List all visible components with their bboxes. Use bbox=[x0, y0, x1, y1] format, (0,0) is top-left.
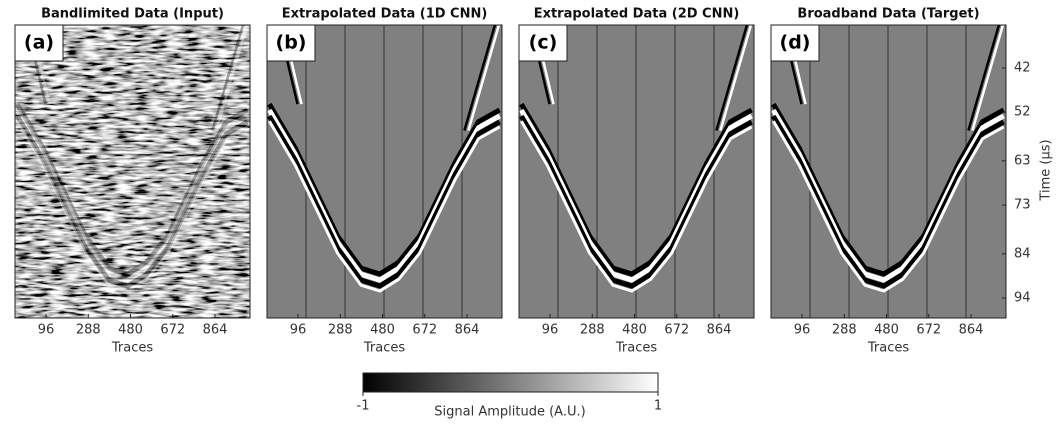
x-tick-label: 480 bbox=[118, 323, 143, 338]
event bbox=[15, 102, 249, 277]
direct-wave bbox=[463, 25, 497, 131]
event bbox=[16, 120, 249, 293]
x-tick-label: 288 bbox=[580, 323, 605, 338]
event bbox=[267, 114, 501, 289]
event bbox=[771, 108, 1005, 283]
x-tick-label: 288 bbox=[76, 323, 101, 338]
x-axis-label: Traces bbox=[867, 341, 909, 356]
panel-label-box bbox=[266, 24, 316, 62]
panel-label-box bbox=[770, 24, 820, 62]
panel-image bbox=[519, 25, 754, 318]
x-tick-label: 672 bbox=[916, 323, 941, 338]
x-tick-label: 864 bbox=[455, 323, 480, 338]
direct-wave bbox=[971, 25, 1005, 131]
x-axis-label: Traces bbox=[111, 341, 153, 356]
panel-label-box bbox=[518, 24, 568, 62]
event bbox=[15, 108, 249, 283]
y-tick-label: 63 bbox=[1014, 153, 1031, 168]
y-tick-label: 42 bbox=[1014, 60, 1031, 75]
x-tick-label: 96 bbox=[542, 323, 559, 338]
panel-title: Bandlimited Data (Input) bbox=[41, 7, 224, 22]
event bbox=[519, 102, 753, 277]
frame bbox=[266, 24, 503, 319]
x-tick-label: 864 bbox=[203, 323, 228, 338]
panel-image bbox=[15, 25, 250, 318]
panel-image bbox=[771, 25, 1006, 318]
x-tick-label: 96 bbox=[38, 323, 55, 338]
direct-wave bbox=[967, 25, 1001, 131]
x-axis-label: Traces bbox=[363, 341, 405, 356]
frame bbox=[14, 24, 251, 319]
event bbox=[772, 120, 1005, 293]
direct-wave bbox=[211, 25, 245, 131]
x-axis-label: Traces bbox=[615, 341, 657, 356]
direct-wave bbox=[719, 25, 753, 131]
event bbox=[771, 114, 1005, 289]
x-tick-label: 96 bbox=[290, 323, 307, 338]
x-tick-label: 480 bbox=[874, 323, 899, 338]
colorbar-tick-label: -1 bbox=[357, 399, 370, 414]
x-tick-label: 672 bbox=[664, 323, 689, 338]
frame bbox=[770, 24, 1007, 319]
panel-label: (a) bbox=[24, 32, 54, 54]
panel-title: Broadband Data (Target) bbox=[797, 7, 979, 22]
x-tick-label: 864 bbox=[707, 323, 732, 338]
colorbar bbox=[362, 372, 659, 393]
x-tick-label: 480 bbox=[622, 323, 647, 338]
direct-wave bbox=[467, 25, 501, 131]
x-tick-label: 288 bbox=[832, 323, 857, 338]
direct-wave bbox=[215, 25, 249, 131]
direct-wave bbox=[715, 25, 749, 131]
panel-label: (d) bbox=[780, 32, 811, 54]
x-tick-label: 864 bbox=[959, 323, 984, 338]
colorbar-tick-label: 1 bbox=[654, 399, 662, 414]
event bbox=[267, 108, 501, 283]
frame bbox=[518, 24, 755, 319]
panel-image bbox=[267, 25, 502, 318]
event bbox=[267, 102, 501, 277]
event bbox=[268, 120, 501, 293]
panel-title: Extrapolated Data (1D CNN) bbox=[282, 7, 488, 22]
panel-label-box bbox=[14, 24, 64, 62]
x-tick-label: 480 bbox=[370, 323, 395, 338]
panel-title: Extrapolated Data (2D CNN) bbox=[534, 7, 740, 22]
y-axis-label: Time (μs) bbox=[1039, 139, 1054, 201]
colorbar-label: Signal Amplitude (A.U.) bbox=[434, 405, 585, 420]
event bbox=[15, 114, 249, 289]
panel-label: (c) bbox=[529, 32, 558, 54]
event bbox=[519, 108, 753, 283]
x-tick-label: 96 bbox=[794, 323, 811, 338]
x-tick-label: 672 bbox=[160, 323, 185, 338]
y-tick-label: 52 bbox=[1014, 105, 1031, 120]
noise bbox=[15, 25, 250, 318]
x-tick-label: 672 bbox=[412, 323, 437, 338]
event bbox=[520, 120, 753, 293]
event bbox=[771, 102, 1005, 277]
panel-label: (b) bbox=[276, 32, 307, 54]
y-tick-label: 73 bbox=[1014, 198, 1031, 213]
y-tick-label: 94 bbox=[1014, 291, 1031, 306]
y-tick-label: 84 bbox=[1014, 246, 1031, 261]
x-tick-label: 288 bbox=[328, 323, 353, 338]
event bbox=[519, 114, 753, 289]
